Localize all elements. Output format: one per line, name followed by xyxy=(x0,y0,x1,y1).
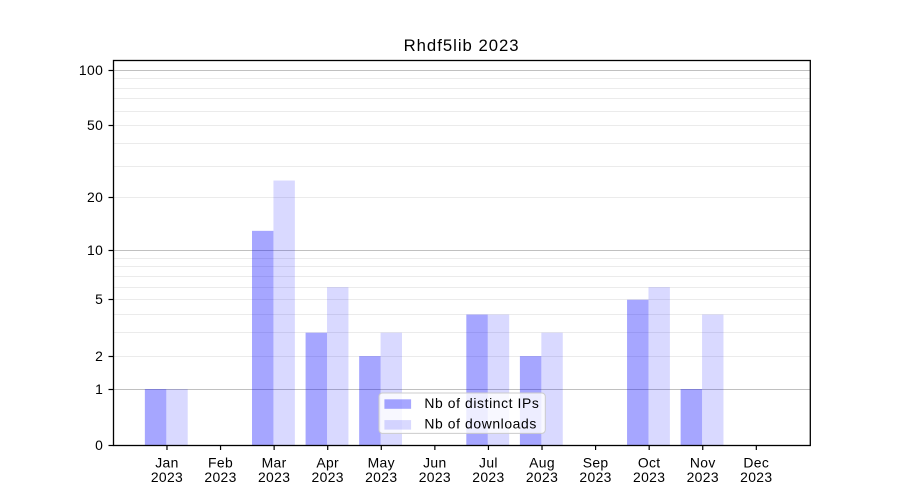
svg-text:2023: 2023 xyxy=(258,469,290,485)
svg-text:Apr: Apr xyxy=(316,455,339,471)
svg-text:Feb: Feb xyxy=(208,455,233,471)
svg-text:0: 0 xyxy=(95,437,103,453)
svg-text:100: 100 xyxy=(79,62,103,78)
svg-text:Jan: Jan xyxy=(155,455,178,471)
svg-text:Nov: Nov xyxy=(690,455,716,471)
svg-text:2023: 2023 xyxy=(419,469,451,485)
svg-text:Sep: Sep xyxy=(583,455,609,471)
svg-text:2023: 2023 xyxy=(312,469,344,485)
svg-text:10: 10 xyxy=(87,242,103,258)
svg-text:2023: 2023 xyxy=(526,469,558,485)
svg-text:May: May xyxy=(368,455,395,471)
svg-text:Dec: Dec xyxy=(743,455,769,471)
svg-text:50: 50 xyxy=(87,117,103,133)
svg-text:2023: 2023 xyxy=(579,469,611,485)
svg-text:Nb of downloads: Nb of downloads xyxy=(424,415,536,431)
svg-text:2023: 2023 xyxy=(365,469,397,485)
svg-text:2023: 2023 xyxy=(151,469,183,485)
svg-text:20: 20 xyxy=(87,189,103,205)
svg-text:Aug: Aug xyxy=(529,455,555,471)
svg-text:Nb of distinct IPs: Nb of distinct IPs xyxy=(424,395,539,411)
svg-text:Mar: Mar xyxy=(262,455,287,471)
svg-text:Rhdf5lib 2023: Rhdf5lib 2023 xyxy=(404,36,520,55)
svg-text:2023: 2023 xyxy=(204,469,236,485)
svg-text:2023: 2023 xyxy=(472,469,504,485)
svg-text:Jul: Jul xyxy=(479,455,498,471)
svg-text:Oct: Oct xyxy=(638,455,661,471)
svg-text:5: 5 xyxy=(95,291,103,307)
svg-text:Jun: Jun xyxy=(423,455,446,471)
svg-text:1: 1 xyxy=(95,381,103,397)
svg-text:2023: 2023 xyxy=(687,469,719,485)
svg-text:2023: 2023 xyxy=(740,469,772,485)
svg-text:2: 2 xyxy=(95,348,103,364)
svg-text:2023: 2023 xyxy=(633,469,665,485)
